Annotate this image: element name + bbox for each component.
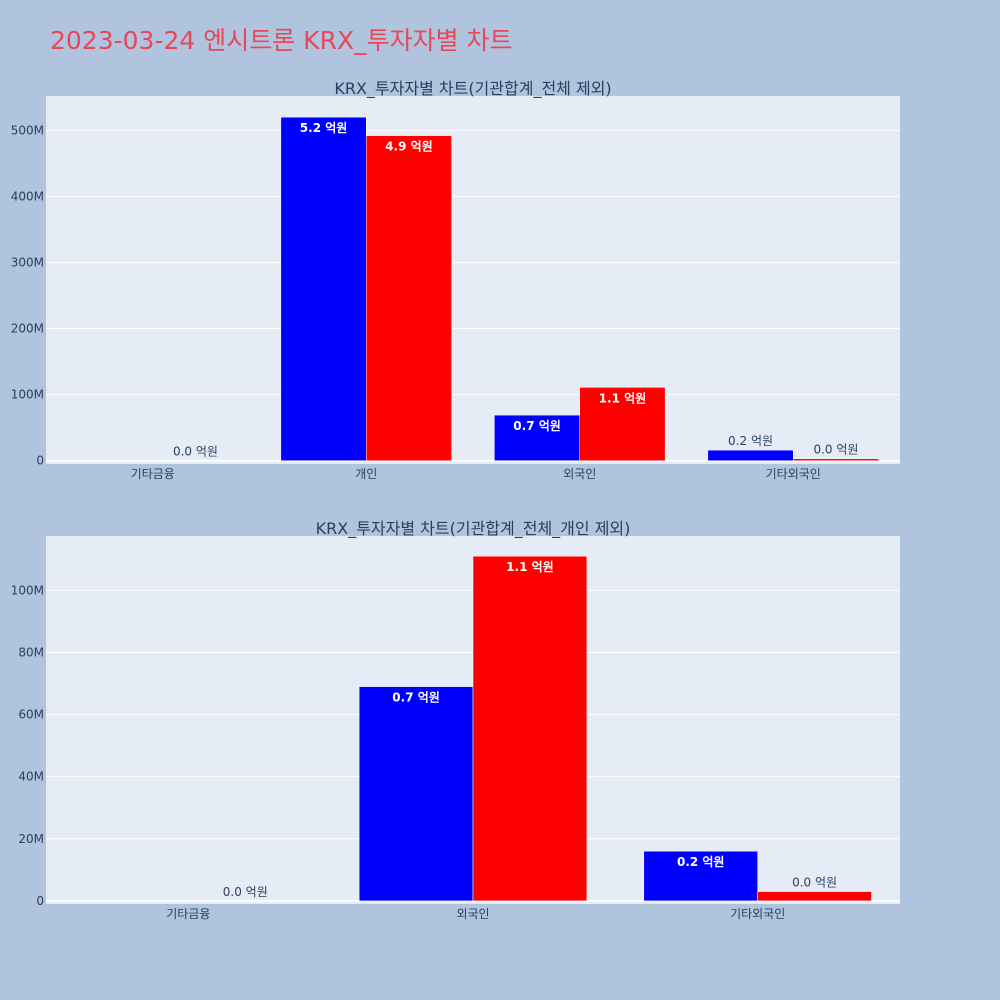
y-tick-label: 200M <box>11 322 44 336</box>
y-tick-label: 100M <box>11 388 44 402</box>
y-tick-label: 500M <box>11 123 44 137</box>
y-tick-label: 300M <box>11 255 44 269</box>
data-label: 0.7 억원 <box>392 691 440 705</box>
y-tick-label: 60M <box>18 708 44 722</box>
y-tick-label: 40M <box>18 770 44 784</box>
x-tick-label: 기타외국인 <box>730 907 785 921</box>
x-tick-label: 외국인 <box>456 907 489 921</box>
data-label: 0.0 억원 <box>223 885 268 899</box>
bar <box>643 850 758 902</box>
x-tick-label: 개인 <box>355 467 377 481</box>
x-tick-label: 기타외국인 <box>766 467 821 481</box>
chart-panel-2: 0 20M 40M 60M 80M 100M KRX_투자자별 차트(기관합계_전체_개인 … <box>11 519 900 921</box>
bar <box>358 686 474 902</box>
data-label: 5.2 억원 <box>300 121 348 135</box>
data-label: 0.0 억원 <box>173 445 218 459</box>
bar <box>707 449 794 461</box>
y-tick-label: 0 <box>36 454 44 468</box>
data-label: 1.1 억원 <box>599 391 647 405</box>
y-tick-label: 100M <box>11 583 44 597</box>
page-title: 2023-03-24 엔시트론 KRX_투자자별 차트 <box>50 26 513 55</box>
chart-title: KRX_투자자별 차트(기관합계_전체 제외) <box>334 79 611 99</box>
bar <box>793 458 879 461</box>
data-label: 0.7 억원 <box>513 419 561 433</box>
bar <box>579 387 666 461</box>
chart-panel-1: 0 100M 200M 300M 400M 500M KRX_투자자별 차트(기관합계_전체… <box>11 79 900 481</box>
bar <box>472 555 588 902</box>
x-tick-label: 기타금융 <box>166 907 210 921</box>
x-tick-label: 외국인 <box>563 467 596 481</box>
y-tick-label: 20M <box>18 832 44 846</box>
data-label: 0.2 억원 <box>728 434 773 448</box>
plot-area <box>46 96 900 464</box>
x-tick-label: 기타금융 <box>131 467 175 481</box>
bar <box>494 414 581 461</box>
data-label: 0.0 억원 <box>792 876 837 890</box>
data-label: 0.0 억원 <box>813 443 858 457</box>
y-tick-label: 400M <box>11 189 44 203</box>
bar <box>366 135 452 461</box>
data-label: 4.9 억원 <box>385 140 433 154</box>
y-tick-label: 0 <box>36 894 44 908</box>
bar <box>757 891 872 902</box>
bar <box>280 116 367 461</box>
data-label: 1.1 억원 <box>506 560 554 574</box>
data-label: 0.2 억원 <box>677 855 725 869</box>
chart-title: KRX_투자자별 차트(기관합계_전체_개인 제외) <box>316 519 631 539</box>
y-tick-label: 80M <box>18 645 44 659</box>
